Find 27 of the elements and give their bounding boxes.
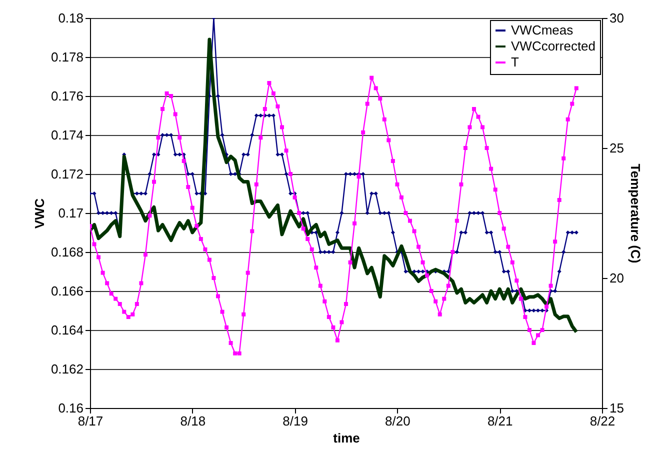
x-tick-label: 8/22 [590, 414, 616, 428]
y-tick-label: 0.16 [58, 400, 84, 416]
y2-axis-title: Temperature (C) [628, 164, 643, 264]
y-axis-title: VWC [32, 198, 47, 229]
x-tick-label: 8/20 [385, 414, 410, 428]
y-tick-label: 0.168 [50, 244, 84, 260]
x-axis-title: time [333, 430, 360, 446]
y-tick-label: 0.176 [50, 88, 84, 104]
y2-tick-label: 25 [610, 140, 624, 156]
legend-label: VWCmeas [511, 22, 574, 38]
y-tick-label: 0.178 [50, 50, 84, 64]
y-tick-label: 0.164 [50, 322, 84, 338]
y2-tick-label: 30 [610, 10, 624, 26]
y-tick-label: 0.17 [58, 206, 84, 220]
y-tick-label: 0.172 [50, 166, 84, 182]
legend-label: VWCcorrected [511, 38, 596, 54]
y-tick-label: 0.18 [58, 10, 84, 26]
y-tick-label: 0.174 [50, 128, 84, 142]
x-tick-label: 8/17 [78, 414, 104, 428]
y2-tick-label: 15 [610, 400, 624, 416]
y-tick-label: 0.162 [50, 362, 84, 376]
y2-tick-label: 20 [610, 270, 624, 286]
x-tick-label: 8/19 [282, 414, 308, 428]
x-tick-label: 8/21 [487, 414, 513, 428]
y-tick-label: 0.166 [50, 284, 84, 298]
x-tick-label: 8/18 [180, 414, 206, 428]
legend-label: T [511, 54, 519, 70]
